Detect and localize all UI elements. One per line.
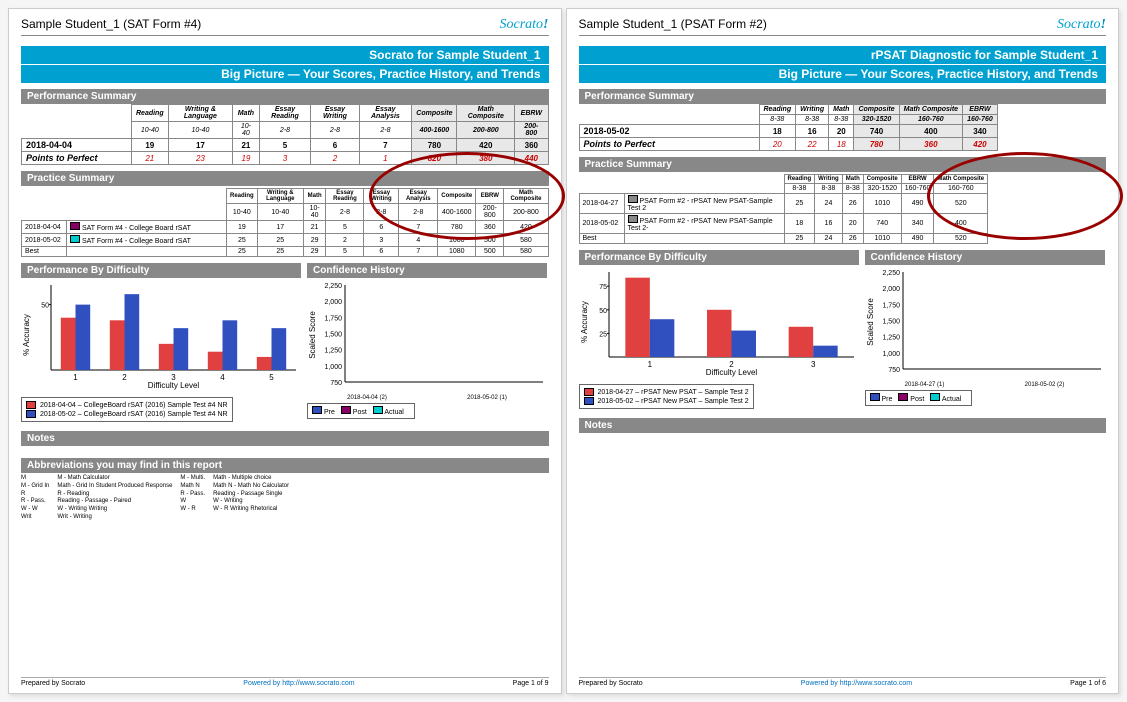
- perf-summary-hdr: Performance Summary: [21, 89, 549, 104]
- diff-chart: 75 50 25 % Accuracy Difficulty Level 1 2 3: [579, 267, 859, 377]
- svg-text:2,250: 2,250: [882, 270, 900, 277]
- footer-page: Page 1 of 6: [1070, 680, 1106, 687]
- svg-text:750: 750: [330, 380, 342, 387]
- svg-text:1,000: 1,000: [882, 351, 900, 358]
- notes-hdr: Notes: [579, 418, 1107, 433]
- perf-summary-hdr: Performance Summary: [579, 89, 1107, 104]
- svg-text:1,750: 1,750: [324, 315, 342, 322]
- svg-text:Difficulty Level: Difficulty Level: [148, 381, 200, 390]
- svg-text:2: 2: [122, 373, 127, 382]
- conf-chart: 2,250 2,000 1,750 1,500 1,250 1,000 750 Scaled …: [307, 280, 547, 390]
- conf-chart-panel: Confidence History 2,250 2,000 1,750 1,500 1…: [307, 263, 547, 423]
- svg-text:1: 1: [73, 373, 78, 382]
- svg-text:1,250: 1,250: [882, 335, 900, 342]
- banner-subtitle: Big Picture — Your Scores, Practice Hist…: [579, 65, 1107, 83]
- page-title: Sample Student_1 (SAT Form #4): [21, 17, 201, 31]
- svg-text:3: 3: [171, 373, 176, 382]
- svg-text:2,000: 2,000: [882, 286, 900, 293]
- conf-chart: 2,250 2,000 1,750 1,500 1,250 1,000 750 Scaled …: [865, 267, 1105, 377]
- footer-link[interactable]: Powered by http://www.socrato.com: [243, 680, 354, 687]
- svg-text:75: 75: [599, 284, 607, 291]
- svg-text:% Accuracy: % Accuracy: [580, 301, 589, 343]
- svg-text:2,000: 2,000: [324, 299, 342, 306]
- banner-subtitle: Big Picture — Your Scores, Practice Hist…: [21, 65, 549, 83]
- svg-text:50: 50: [41, 303, 49, 310]
- svg-text:2: 2: [729, 360, 734, 369]
- prac-summary-hdr: Practice Summary: [21, 171, 549, 186]
- conf-chart-hdr: Confidence History: [865, 250, 1105, 265]
- svg-text:1,750: 1,750: [882, 302, 900, 309]
- perf-table: ReadingWriting & LanguageMathEssay Readi…: [21, 104, 549, 165]
- logo: Socrato!: [1057, 17, 1106, 33]
- footer-prep: Prepared by Socrato: [21, 680, 85, 687]
- conf-chart-panel: Confidence History 2,250 2,000 1,750 1,500 1…: [865, 250, 1105, 410]
- perf-table: ReadingWritingMathCompositeMath Composit…: [579, 104, 998, 151]
- svg-text:1,500: 1,500: [882, 319, 900, 326]
- page-header: Sample Student_1 (PSAT Form #2) Socrato!: [579, 17, 1107, 36]
- diff-chart-hdr: Performance By Difficulty: [21, 263, 301, 278]
- svg-text:5: 5: [269, 373, 274, 382]
- abbrev-hdr: Abbreviations you may find in this repor…: [21, 458, 549, 473]
- page-footer: Prepared by Socrato Powered by http://ww…: [579, 677, 1107, 687]
- conf-chart-hdr: Confidence History: [307, 263, 547, 278]
- prac-summary-hdr: Practice Summary: [579, 157, 1107, 172]
- svg-text:1,000: 1,000: [324, 364, 342, 371]
- svg-text:Scaled Score: Scaled Score: [866, 298, 875, 346]
- page-title: Sample Student_1 (PSAT Form #2): [579, 17, 767, 31]
- logo: Socrato!: [499, 17, 548, 33]
- svg-text:750: 750: [888, 367, 900, 374]
- svg-text:% Accuracy: % Accuracy: [22, 314, 31, 356]
- diff-chart-panel: Performance By Difficulty 75 50 25 % Accura…: [579, 250, 859, 410]
- conf-legend: Pre Post Actual: [865, 390, 973, 406]
- svg-text:1: 1: [647, 360, 652, 369]
- footer-prep: Prepared by Socrato: [579, 680, 643, 687]
- svg-text:Scaled Score: Scaled Score: [308, 311, 317, 359]
- page-left: Sample Student_1 (SAT Form #4) Socrato! …: [8, 8, 562, 694]
- notes-hdr: Notes: [21, 431, 549, 446]
- diff-legend: 2018-04-27 – rPSAT New PSAT – Sample Tes…: [579, 384, 754, 409]
- banner-student: rPSAT Diagnostic for Sample Student_1: [579, 46, 1107, 64]
- page-header: Sample Student_1 (SAT Form #4) Socrato!: [21, 17, 549, 36]
- prac-table: ReadingWriting & LanguageMathEssay Readi…: [21, 188, 549, 257]
- page-right: Sample Student_1 (PSAT Form #2) Socrato!…: [566, 8, 1120, 694]
- svg-text:Difficulty Level: Difficulty Level: [705, 368, 757, 377]
- diff-chart-hdr: Performance By Difficulty: [579, 250, 859, 265]
- svg-text:50: 50: [599, 308, 607, 315]
- abbrev-table: MM - Math CalculatorM - Multi.Math - Mul…: [21, 475, 297, 522]
- svg-text:3: 3: [810, 360, 815, 369]
- footer-page: Page 1 of 9: [513, 680, 549, 687]
- prac-table: ReadingWritingMathCompositeEBRWMath Comp…: [579, 174, 989, 244]
- diff-legend: 2018-04-04 – CollegeBoard rSAT (2016) Sa…: [21, 397, 233, 422]
- footer-link[interactable]: Powered by http://www.socrato.com: [801, 680, 912, 687]
- svg-text:25: 25: [599, 331, 607, 338]
- page-footer: Prepared by Socrato Powered by http://ww…: [21, 677, 549, 687]
- conf-legend: Pre Post Actual: [307, 403, 415, 419]
- banner-student: Socrato for Sample Student_1: [21, 46, 549, 64]
- svg-text:1,500: 1,500: [324, 332, 342, 339]
- diff-chart-panel: Performance By Difficulty 50 % Accuracy Di…: [21, 263, 301, 423]
- report-container: Sample Student_1 (SAT Form #4) Socrato! …: [8, 8, 1119, 694]
- svg-text:1,250: 1,250: [324, 348, 342, 355]
- svg-text:4: 4: [220, 373, 225, 382]
- svg-text:2,250: 2,250: [324, 283, 342, 290]
- diff-chart: 50 % Accuracy Difficulty Level 1 2 3 4 5: [21, 280, 301, 390]
